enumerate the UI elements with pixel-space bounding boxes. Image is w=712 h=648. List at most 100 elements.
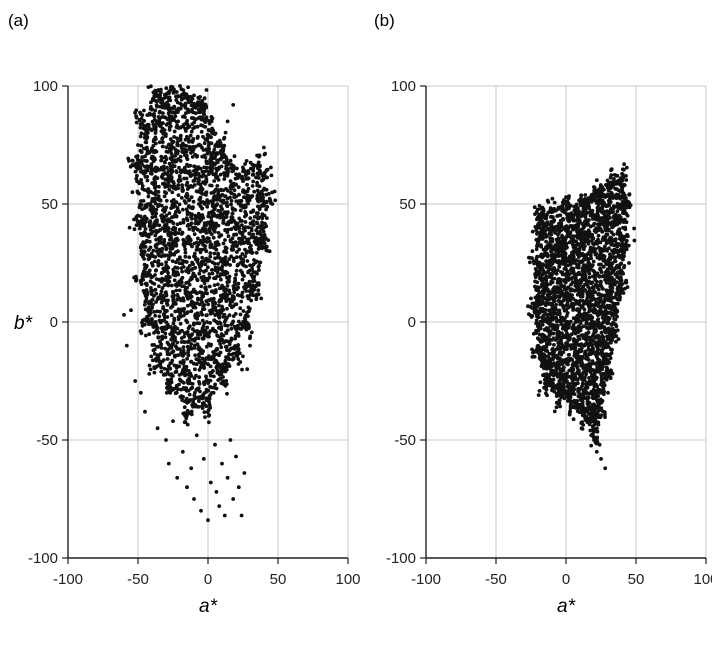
scatter-point [197, 271, 202, 276]
scatter-point [202, 224, 207, 228]
scatter-point [537, 332, 542, 337]
scatter-point [168, 384, 172, 389]
scatter-point [573, 298, 578, 303]
scatter-point [207, 400, 212, 405]
scatter-point [200, 396, 205, 401]
scatter-point [185, 236, 190, 240]
scatter-point [249, 247, 254, 252]
scatter-point [202, 361, 207, 366]
scatter-point [215, 270, 220, 275]
scatter-point [141, 289, 146, 293]
scatter-point [235, 263, 240, 268]
scatter-point [237, 236, 241, 241]
scatter-point [565, 272, 569, 276]
scatter-point [168, 237, 172, 242]
scatter-point [612, 303, 617, 308]
scatter-point [164, 149, 169, 154]
scatter-point [225, 173, 230, 178]
scatter-point [245, 259, 250, 263]
scatter-point [190, 97, 195, 101]
scatter-point [181, 124, 186, 129]
scatter-point [203, 119, 207, 124]
scatter-point [230, 206, 235, 211]
scatter-point [583, 349, 588, 354]
scatter-point [186, 110, 191, 114]
scatter-point [211, 235, 216, 240]
scatter-point [613, 255, 618, 259]
scatter-point [615, 314, 619, 319]
scatter-point [249, 243, 253, 248]
scatter-point [601, 204, 605, 208]
scatter-point [200, 115, 205, 120]
scatter-point [187, 140, 191, 144]
scatter-point [221, 375, 225, 379]
scatter-point [171, 299, 176, 303]
scatter-point [566, 278, 571, 282]
scatter-point [146, 305, 151, 310]
y-tick-label: -50 [36, 432, 58, 449]
scatter-point [204, 396, 209, 401]
scatter-point [148, 201, 153, 206]
scatter-point [600, 229, 605, 234]
scatter-point [160, 318, 164, 323]
scatter-point [231, 351, 236, 356]
scatter-point [255, 193, 260, 198]
scatter-point [246, 201, 251, 206]
scatter-point [216, 253, 221, 257]
scatter-point [171, 205, 176, 209]
scatter-point [188, 174, 193, 179]
scatter-point [222, 177, 227, 181]
scatter-point [230, 305, 234, 310]
scatter-point [165, 171, 170, 176]
scatter-point [178, 321, 183, 326]
scatter-point [160, 213, 164, 218]
scatter-point [245, 367, 250, 372]
scatter-point [257, 268, 261, 272]
scatter-point [191, 110, 196, 115]
scatter-point [168, 120, 172, 125]
scatter-point [162, 181, 167, 186]
scatter-point [165, 165, 169, 170]
scatter-point [564, 267, 568, 272]
scatter-point [202, 112, 206, 117]
scatter-point [181, 358, 186, 363]
scatter-point [140, 274, 145, 279]
scatter-point [199, 100, 204, 105]
scatter-point [184, 176, 189, 181]
scatter-point [257, 246, 262, 251]
scatter-point [196, 172, 201, 177]
scatter-point [183, 250, 188, 255]
scatter-point [251, 275, 256, 280]
scatter-point [590, 217, 595, 221]
scatter-point [189, 342, 194, 346]
scatter-point [231, 103, 236, 107]
scatter-point [225, 230, 230, 235]
scatter-point [269, 173, 274, 178]
scatter-point [586, 347, 591, 351]
scatter-point [154, 245, 159, 250]
scatter-point [591, 259, 596, 264]
scatter-point [248, 284, 253, 289]
scatter-point [161, 306, 165, 311]
scatter-point [184, 389, 189, 393]
scatter-point [162, 215, 167, 219]
scatter-point [169, 143, 173, 148]
scatter-point [220, 461, 224, 466]
scatter-point [196, 405, 201, 409]
scatter-point [549, 248, 554, 253]
scatter-point [157, 202, 162, 207]
scatter-point [582, 224, 587, 229]
scatter-point [134, 120, 139, 125]
scatter-point [159, 289, 164, 294]
scatter-point [599, 270, 604, 274]
scatter-point [198, 268, 203, 273]
scatter-point [205, 313, 209, 317]
scatter-point [234, 232, 239, 237]
scatter-point [162, 96, 167, 100]
scatter-point [203, 179, 208, 184]
scatter-point [174, 98, 179, 102]
scatter-point [165, 357, 170, 361]
scatter-point [141, 170, 146, 175]
scatter-point [185, 408, 190, 413]
